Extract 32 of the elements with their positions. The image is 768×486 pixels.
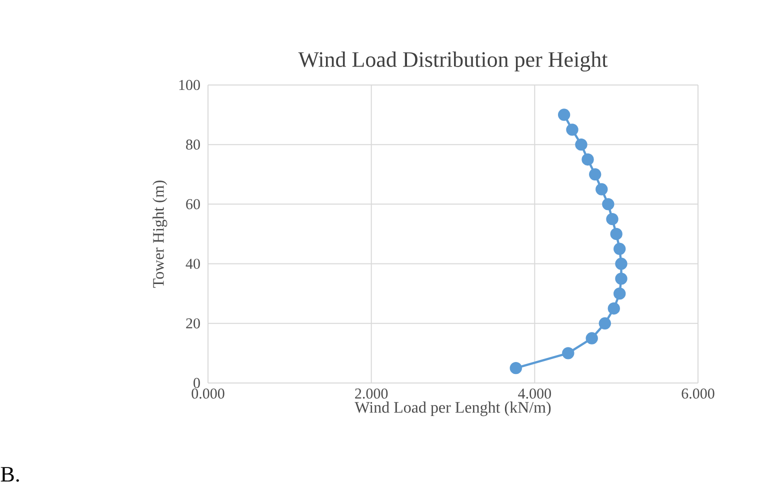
x-tick-label: 0.000 [192,388,224,399]
point [562,347,574,360]
point [566,124,578,136]
point [575,138,588,151]
point [608,302,620,315]
point [615,272,628,285]
point [614,242,626,255]
x-tick-label: 2.000 [355,388,388,399]
x-tick-label: 6.000 [682,388,714,399]
y-tick-label: 100 [179,80,200,90]
y-tick-label: 0 [194,378,200,388]
point [589,168,602,180]
y-tick-label: 20 [186,318,200,328]
point [582,153,594,166]
point [596,183,608,196]
y-tick-label: 60 [186,199,200,210]
text: B. [0,467,19,482]
y-tick-label: 40 [186,258,200,269]
point [606,212,618,226]
point [610,228,622,240]
x-axis-title: Wind Load per Lenght (kN/m) [354,402,551,416]
point [510,362,522,374]
point [598,317,612,330]
chart-title: Wind Load Distribution per Height [298,51,608,72]
point [558,108,570,121]
y-axis-title: Tower Hight (m) [152,180,168,288]
point [615,258,628,270]
point [586,332,598,344]
y-tick-label: 80 [186,140,200,150]
point [602,198,614,210]
x-tick-label: 4.000 [518,388,551,399]
point [614,287,626,300]
